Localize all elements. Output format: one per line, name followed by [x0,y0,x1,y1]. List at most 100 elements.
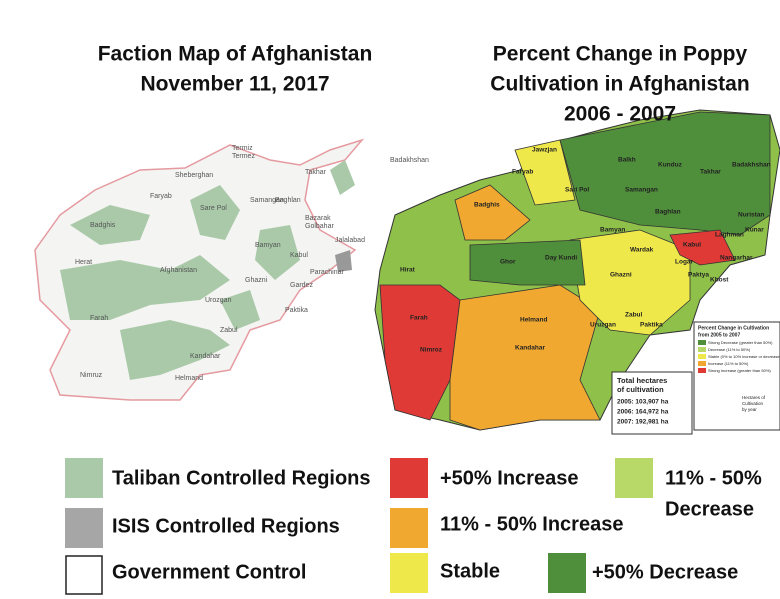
region-stable [514,139,576,206]
taliban-area [330,160,355,195]
place-label: Kabul [290,252,308,259]
place-label: Termiz [232,145,253,152]
place-label: Bamyan [255,242,281,249]
inset-swatch [698,361,706,366]
inset-note: by year [742,407,757,412]
province-label: Takhar [700,169,721,176]
map-title: Cultivation in Afghanistan [490,73,749,96]
totals-row: 2007: 192,981 ha [617,419,669,426]
province-label: Nimroz [420,347,443,354]
place-label: Ghazni [245,277,268,284]
legend-label: 11% - 50% [665,467,762,489]
place-label: Afghanistan [160,267,197,274]
totals-title: Total hectares [617,376,667,385]
taliban-area [220,290,260,330]
inset-swatch [698,340,706,345]
province-label: Badghis [474,202,500,209]
place-label: Badakhshan [390,157,429,164]
place-label: Baghlan [275,197,301,204]
inset-item: Strong Increase (greater than 50%) [708,368,771,373]
province-label: Kandahar [515,345,545,352]
province-label: Uruzgan [590,322,616,329]
province-label: Badakhshan [732,162,771,169]
province-label: Nangarhar [720,255,753,262]
taliban-areas [60,160,355,380]
legend-label: Taliban Controlled Regions [112,467,371,489]
region-increase [454,184,531,241]
province-label: Kunduz [658,162,683,169]
province-label: Day Kundi [545,255,577,262]
taliban-area [70,205,150,245]
region-strong-decrease [559,111,771,236]
inset-note: Hectares of [742,395,766,400]
place-label: Jalalabad [335,237,365,244]
province-label: Sari Pol [565,187,589,194]
place-label: Helmand [175,375,203,382]
region-strong-increase [379,284,461,421]
place-label: Farah [90,315,108,322]
place-label: Termez [232,153,255,160]
legend-label: +50% Increase [440,467,578,489]
totals-row: 2005: 103,907 ha [617,399,669,406]
map-title: November 11, 2017 [140,73,329,96]
inset-item: Stable (0% to 10% increase or decrease) [708,354,780,359]
province-label: Zabul [625,312,643,319]
inset-swatch [698,347,706,352]
totals-box [611,371,693,435]
province-label: Balkh [618,157,636,164]
legend-label: Decrease [665,498,754,520]
swatch [390,508,428,548]
taliban-area [60,255,230,320]
map-title: Percent Change in Poppy [493,43,748,66]
swatch [65,555,103,595]
province-label: Faryab [512,169,533,176]
province-label: Samangan [625,187,658,194]
place-label: Parachinar [310,269,345,276]
place-label: Paktika [285,307,308,314]
province-label: Jawzjan [532,147,557,154]
place-label: Herat [75,259,92,266]
totals-row: 2006: 164,972 ha [617,409,669,416]
place-label: Gardez [290,282,313,289]
swatch [65,458,103,498]
province-label: Hirat [400,267,416,274]
taliban-area [190,185,240,240]
inset-note: Cultivation [742,401,764,406]
swatch [615,458,653,498]
province-label: Wardak [630,247,654,254]
place-label: Urozgan [205,297,232,304]
place-label: Samangan [250,197,284,204]
legend-label: 11% - 50% Increase [440,513,623,535]
taliban-area [120,320,230,380]
inset-swatch [698,368,706,373]
place-label: Faryab [150,193,172,200]
legend-label: +50% Decrease [592,561,738,583]
legend-label: Government Control [112,561,306,583]
region-increase [449,284,601,431]
place-label: Zabul [220,327,238,334]
swatch [65,508,103,548]
region-strong-decrease [469,239,586,286]
inset-item: Strong Decrease (greater than 50%) [708,340,773,345]
province-label: Paktya [688,272,709,279]
province-label: Farah [410,315,428,322]
taliban-area [255,225,300,280]
province-label: Logar [675,259,694,266]
inset-title: from 2005 to 2007 [698,332,740,338]
legend-label: Stable [440,560,500,582]
swatch [390,458,428,498]
province-label: Ghor [500,259,516,266]
place-label: Sheberghan [175,172,213,179]
province-label: Kabul [683,242,701,249]
place-label: Kandahar [190,353,221,360]
place-label: Badghis [90,222,116,229]
province-label: Kunar [745,227,764,234]
province-label: Laghman [715,232,744,239]
inset-swatch [698,354,706,359]
province-label: Paktika [640,322,663,329]
province-label: Ghazni [610,272,632,279]
legend-label: ISIS Controlled Regions [112,515,340,537]
place-label: Golbahar [305,223,334,230]
inset-item: Decrease (11% to 50%) [708,347,751,352]
inset-item: Increase (11% to 50%) [708,361,749,366]
